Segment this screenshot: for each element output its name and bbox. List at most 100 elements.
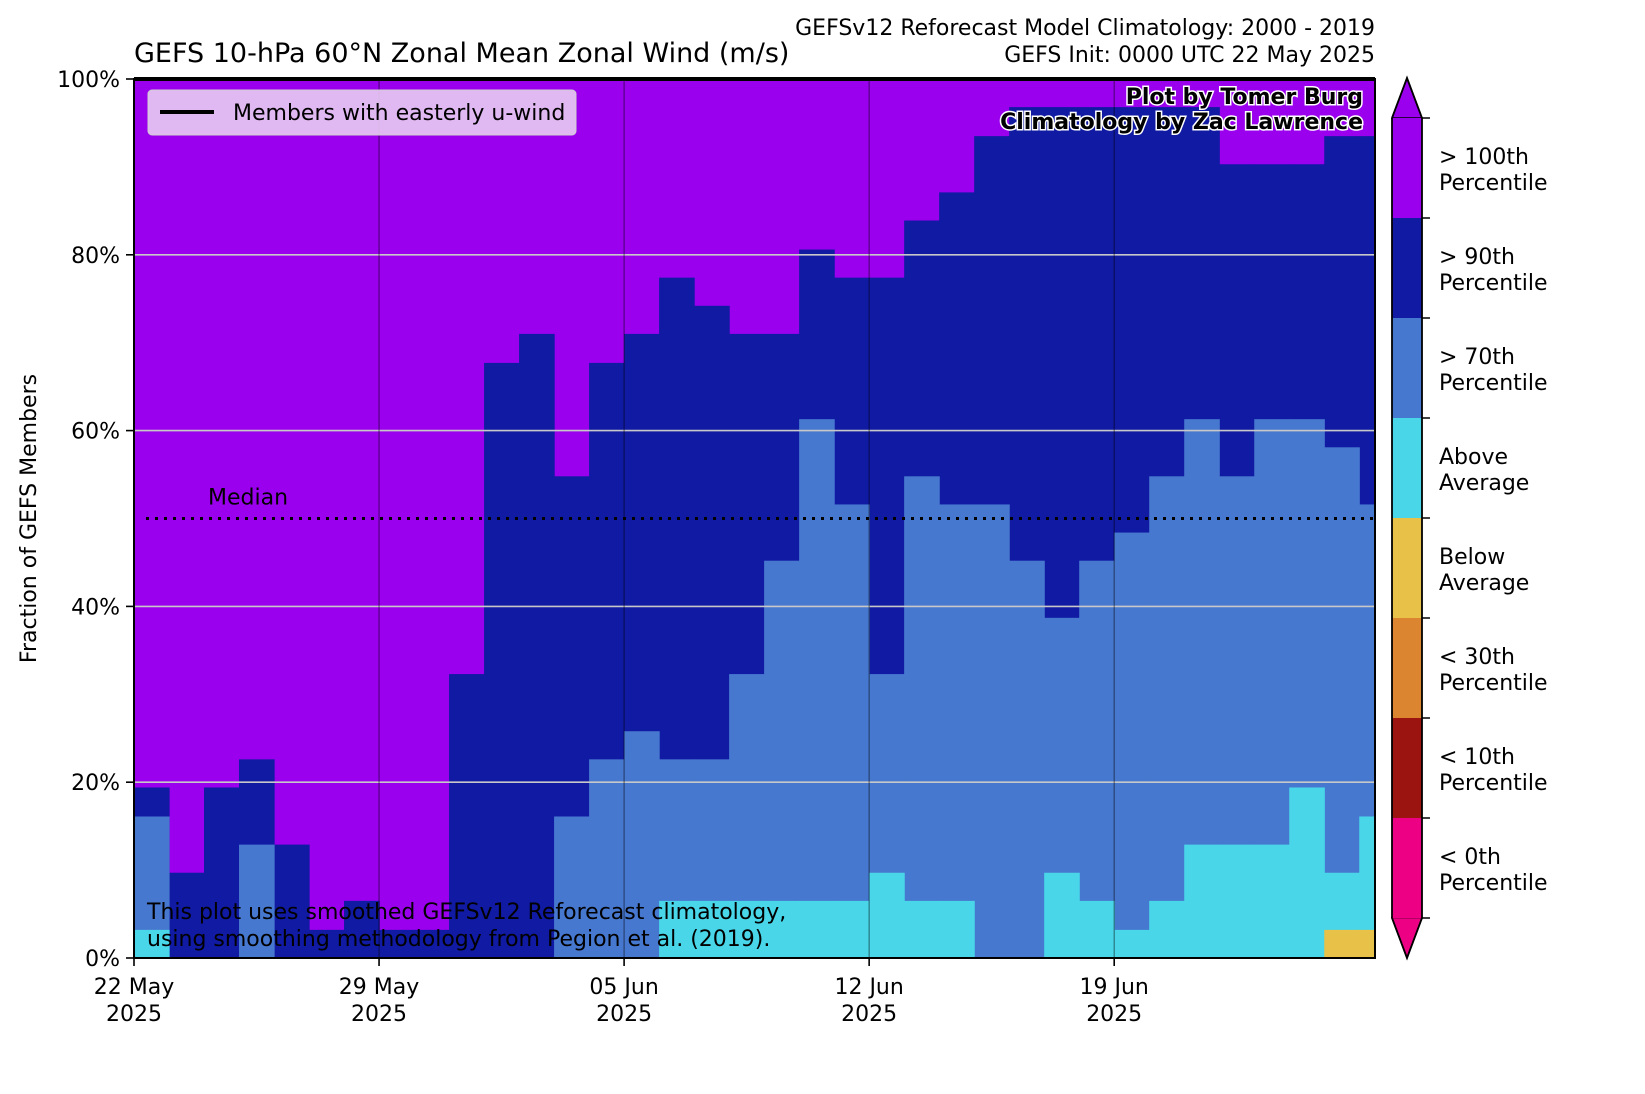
note-line-2: using smoothing methodology from Pegion … xyxy=(147,927,770,952)
band-above-average-bar xyxy=(1114,929,1150,958)
band-above-70th-bar xyxy=(799,419,835,959)
colorbar-label: < 10th xyxy=(1439,745,1515,770)
band-above-average-bar xyxy=(694,900,730,958)
colorbar-extend-bottom xyxy=(1390,917,1424,961)
y-axis: 0% 20% 40% 60% 80% 100% xyxy=(57,68,134,972)
colorbar-label: Above xyxy=(1439,445,1508,470)
credit-plot: Plot by Tomer Burg xyxy=(1126,85,1363,110)
band-above-70th-bar xyxy=(974,504,1010,958)
x-tick-label: 2025 xyxy=(596,1002,652,1027)
band-above-90th-bar xyxy=(414,929,450,958)
colorbar-swatch xyxy=(1392,218,1422,319)
colorbar-label: > 90th xyxy=(1439,245,1515,270)
legend-entry: Members with easterly u-wind xyxy=(233,101,565,126)
band-below-average-bar xyxy=(1359,929,1376,958)
band-above-70th-bar xyxy=(834,504,870,958)
band-above-90th-bar xyxy=(519,333,555,958)
median-label: Median xyxy=(208,486,288,511)
chart-title: GEFS 10-hPa 60°N Zonal Mean Zonal Wind (… xyxy=(134,38,789,69)
note-line-1: This plot uses smoothed GEFSv12 Reforeca… xyxy=(146,900,786,925)
colorbar-label: Percentile xyxy=(1439,371,1548,396)
colorbar-label: Average xyxy=(1439,471,1529,496)
band-above-average-bar xyxy=(1289,787,1325,958)
colorbar-label: Percentile xyxy=(1439,671,1548,696)
colorbar-swatch xyxy=(1392,418,1422,519)
colorbar-label: Percentile xyxy=(1439,871,1548,896)
band-above-average-bar xyxy=(799,900,835,958)
band-above-90th-bar xyxy=(344,900,380,958)
band-above-90th-bar xyxy=(204,787,240,958)
band-above-average-bar xyxy=(1184,844,1220,958)
stacked-bands xyxy=(134,79,1376,959)
band-above-90th-bar xyxy=(449,674,485,958)
band-above-70th-bar xyxy=(1009,560,1045,958)
band-above-average-bar xyxy=(1079,900,1115,958)
band-above-70th-bar xyxy=(1149,476,1185,958)
x-tick-label: 05 Jun xyxy=(589,975,658,1000)
band-above-90th-bar xyxy=(274,844,310,958)
band-above-70th-bar xyxy=(1114,532,1150,958)
band-above-average-bar xyxy=(659,900,695,958)
y-tick-label: 0% xyxy=(85,947,120,972)
band-above-70th-bar xyxy=(624,731,660,958)
legend-box xyxy=(147,89,577,136)
band-above-70th-bar xyxy=(554,816,590,958)
colorbar-label: Average xyxy=(1439,571,1529,596)
colorbar-label: Percentile xyxy=(1439,771,1548,796)
band-above-average-bar xyxy=(1359,816,1376,958)
colorbar-label: > 100th xyxy=(1439,145,1529,170)
y-axis-label: Fraction of GEFS Members xyxy=(17,374,42,663)
band-above-average-bar xyxy=(904,900,940,958)
x-tick-label: 2025 xyxy=(841,1002,897,1027)
x-tick-label: 2025 xyxy=(1086,1002,1142,1027)
band-above-70th-bar xyxy=(904,476,940,958)
band-above-90th-bar xyxy=(309,929,345,958)
x-tick-label: 2025 xyxy=(351,1002,407,1027)
band-above-average-bar xyxy=(134,929,170,958)
band-above-90th-bar xyxy=(169,872,205,958)
band-above-70th-bar xyxy=(589,759,625,958)
y-tick-label: 20% xyxy=(71,771,120,796)
y-tick-label: 80% xyxy=(71,244,120,269)
colorbar-label: > 70th xyxy=(1439,345,1515,370)
band-below-average-bar xyxy=(1324,929,1360,958)
band-above-average-bar xyxy=(1149,900,1185,958)
colorbar-swatch xyxy=(1392,118,1422,219)
gridlines xyxy=(134,254,1375,784)
band-above-average-bar xyxy=(869,872,905,958)
x-tick-label: 2025 xyxy=(106,1002,162,1027)
band-above-70th-bar xyxy=(939,504,975,958)
y-tick-label: 60% xyxy=(71,420,120,445)
colorbar-swatch xyxy=(1392,618,1422,719)
band-above-average-bar xyxy=(764,900,800,958)
band-above-average-bar xyxy=(834,900,870,958)
colorbar-swatch xyxy=(1392,818,1422,919)
chart-subtitle-climatology: GEFSv12 Reforecast Model Climatology: 20… xyxy=(795,16,1375,41)
colorbar-swatch xyxy=(1392,518,1422,619)
band-above-average-bar xyxy=(1254,844,1290,958)
band-above-70th-bar xyxy=(239,844,275,958)
x-tick-label: 19 Jun xyxy=(1080,975,1149,1000)
band-above-average-bar xyxy=(729,900,765,958)
band-above-90th-bar xyxy=(379,929,415,958)
colorbar-label: < 0th xyxy=(1439,845,1501,870)
colorbar-label: Below xyxy=(1439,545,1505,570)
band-above-average-bar xyxy=(1219,844,1255,958)
band-above-70th-bar xyxy=(1079,560,1115,958)
band-above-average-bar xyxy=(1044,872,1080,958)
legend: Members with easterly u-wind xyxy=(147,89,577,136)
colorbar-extend-top xyxy=(1390,75,1424,119)
y-tick-label: 40% xyxy=(71,595,120,620)
colorbar-swatch xyxy=(1392,718,1422,819)
chart-subtitle-init: GEFS Init: 0000 UTC 22 May 2025 xyxy=(1004,43,1375,68)
colorbar-label: Percentile xyxy=(1439,171,1548,196)
band-above-90th-bar xyxy=(484,362,520,958)
credit-climatology: Climatology by Zac Lawrence xyxy=(1000,110,1363,135)
colorbar-label: Percentile xyxy=(1439,271,1548,296)
y-tick-label: 100% xyxy=(57,68,120,93)
colorbar-label: < 30th xyxy=(1439,645,1515,670)
band-above-70th-bar xyxy=(764,560,800,958)
